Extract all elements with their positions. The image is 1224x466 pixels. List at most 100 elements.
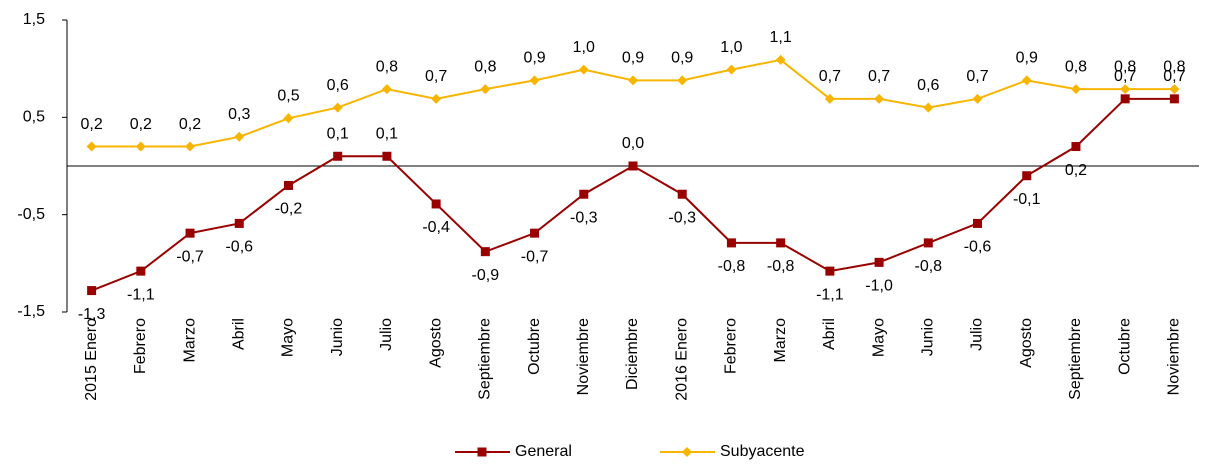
data-label: -0,6 bbox=[225, 239, 253, 256]
x-tick-label: Febrero bbox=[132, 318, 149, 374]
marker bbox=[874, 257, 884, 267]
x-tick-label: Septiembre bbox=[477, 318, 494, 400]
x-tick-label: 2016 Enero bbox=[673, 318, 690, 401]
marker bbox=[923, 102, 934, 113]
marker bbox=[1120, 84, 1131, 95]
x-tick-label: Julio bbox=[969, 318, 986, 351]
marker bbox=[332, 102, 343, 113]
data-label: 1,0 bbox=[573, 39, 595, 56]
data-label: 0,7 bbox=[868, 68, 890, 85]
marker bbox=[530, 228, 540, 238]
marker bbox=[477, 447, 487, 457]
marker bbox=[682, 447, 692, 457]
marker bbox=[628, 75, 638, 86]
marker bbox=[628, 161, 638, 171]
marker bbox=[431, 199, 441, 209]
x-tick-label: 2015 Enero bbox=[83, 318, 100, 401]
data-label: -0,2 bbox=[275, 201, 303, 218]
marker bbox=[234, 218, 244, 228]
data-label: 0,2 bbox=[130, 116, 152, 133]
marker bbox=[283, 180, 293, 190]
x-tick-label: Agosto bbox=[1018, 318, 1035, 368]
marker bbox=[185, 228, 195, 238]
data-label: 0,6 bbox=[917, 77, 939, 94]
data-label: 0,7 bbox=[1163, 68, 1185, 85]
marker bbox=[677, 75, 688, 86]
data-label: 0,2 bbox=[1065, 162, 1087, 179]
x-tick-label: Marzo bbox=[772, 318, 789, 363]
data-label: 0,5 bbox=[277, 88, 299, 105]
x-tick-label: Marzo bbox=[181, 318, 198, 363]
marker bbox=[431, 93, 442, 104]
marker bbox=[874, 93, 885, 104]
marker bbox=[972, 93, 983, 104]
x-tick-label: Julio bbox=[378, 318, 395, 351]
y-tick-label: -0,5 bbox=[17, 206, 45, 223]
x-tick-label: Noviembre bbox=[575, 318, 592, 395]
data-label: 0,7 bbox=[1114, 68, 1136, 85]
marker bbox=[776, 238, 786, 248]
marker bbox=[1120, 94, 1130, 104]
data-label: -0,6 bbox=[964, 239, 992, 256]
marker bbox=[87, 286, 97, 296]
y-tick-label: -1,5 bbox=[17, 303, 45, 320]
marker bbox=[135, 141, 146, 152]
x-tick-label: Febrero bbox=[723, 318, 740, 374]
data-label: 0,3 bbox=[228, 106, 250, 123]
x-tick-label: Agosto bbox=[427, 318, 444, 368]
marker bbox=[333, 151, 343, 161]
data-label: 0,1 bbox=[376, 125, 398, 142]
marker bbox=[825, 266, 835, 276]
data-label: 1,0 bbox=[720, 39, 742, 56]
x-tick-label: Abril bbox=[821, 318, 838, 350]
x-tick-label: Noviembre bbox=[1166, 318, 1183, 395]
data-label: -1,3 bbox=[78, 306, 106, 323]
x-tick-label: Abril bbox=[230, 318, 247, 350]
marker bbox=[529, 75, 540, 86]
legend-label: General bbox=[515, 443, 572, 460]
data-label: 0,9 bbox=[671, 50, 693, 67]
marker bbox=[1021, 75, 1032, 86]
data-label: -1,1 bbox=[127, 286, 155, 303]
data-label: 0,7 bbox=[819, 68, 841, 85]
y-tick-label: 1,5 bbox=[23, 11, 45, 28]
data-label: -0,8 bbox=[915, 258, 943, 275]
data-label: 0,2 bbox=[179, 116, 201, 133]
data-label: 0,8 bbox=[1065, 58, 1087, 75]
data-label: -0,7 bbox=[521, 248, 549, 265]
marker bbox=[677, 189, 687, 199]
marker bbox=[1071, 142, 1081, 152]
x-tick-label: Octubre bbox=[1116, 318, 1133, 375]
data-label: 0,7 bbox=[425, 68, 447, 85]
x-tick-label: Junio bbox=[920, 318, 937, 356]
data-label: 0,0 bbox=[622, 135, 644, 152]
data-label: 0,7 bbox=[966, 68, 988, 85]
data-label: 0,9 bbox=[523, 50, 545, 67]
marker bbox=[923, 238, 933, 248]
marker bbox=[234, 131, 245, 142]
marker bbox=[283, 113, 294, 124]
marker bbox=[824, 93, 835, 104]
data-label: 0,8 bbox=[1114, 58, 1136, 75]
data-label: 0,9 bbox=[622, 50, 644, 67]
marker bbox=[1169, 84, 1180, 95]
data-label: -0,3 bbox=[668, 209, 696, 226]
x-tick-label: Junio bbox=[329, 318, 346, 356]
marker bbox=[86, 141, 97, 152]
data-label: 1,1 bbox=[770, 29, 792, 46]
series-line bbox=[91, 58, 1175, 148]
data-label: -0,3 bbox=[570, 209, 598, 226]
data-label: 0,8 bbox=[474, 58, 496, 75]
legend-label: Subyacente bbox=[720, 443, 805, 460]
marker bbox=[775, 54, 786, 65]
data-label: -0,9 bbox=[472, 267, 500, 284]
data-label: 0,9 bbox=[1016, 50, 1038, 67]
data-label: -0,8 bbox=[767, 258, 795, 275]
marker bbox=[136, 266, 146, 276]
marker bbox=[1070, 84, 1081, 95]
data-label: -0,1 bbox=[1013, 191, 1041, 208]
data-label: -0,4 bbox=[422, 219, 450, 236]
data-label: 0,1 bbox=[327, 125, 349, 142]
data-label: 0,2 bbox=[80, 116, 102, 133]
marker bbox=[382, 151, 392, 161]
